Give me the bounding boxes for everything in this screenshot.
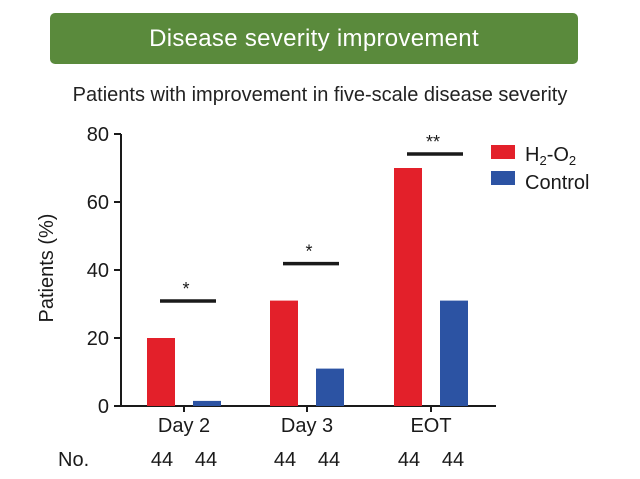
y-axis-label: Patients (%): [36, 214, 58, 323]
significance-label: **: [426, 132, 440, 152]
patient-counts: No. 44 44 44 44 44 44: [58, 449, 464, 471]
y-tick-label: 0: [98, 396, 109, 418]
y-tick-label: 80: [87, 124, 109, 146]
x-tick-label: EOT: [410, 415, 451, 437]
bar-control-day-3: [316, 368, 344, 406]
axes: 0 20 40 60 80: [87, 124, 496, 418]
y-tick-label: 20: [87, 328, 109, 350]
x-tick-label: Day 3: [281, 415, 333, 437]
banner-title: Disease severity improvement: [149, 24, 479, 52]
bar-h2o2-eot: [394, 168, 422, 406]
bar-control-day-2: [193, 400, 221, 406]
title-banner: Disease severity improvement: [50, 13, 578, 64]
legend-text: H: [525, 144, 539, 166]
legend-swatch-control: [491, 171, 515, 185]
count-control: 44: [442, 449, 464, 471]
significance-label: *: [182, 279, 189, 299]
y-tick-label: 40: [87, 260, 109, 282]
legend-label-h2o2: H2-O2: [525, 144, 576, 168]
legend-subscript: 2: [569, 153, 576, 168]
significance-markers: ****: [160, 132, 463, 303]
chart-title: Patients with improvement in five-scale …: [72, 84, 568, 106]
legend-subscript: 2: [539, 153, 546, 168]
bars: [147, 168, 468, 406]
legend-swatch-h2o2: [491, 145, 515, 159]
counts-label: No.: [58, 449, 89, 471]
count-h2o2: 44: [274, 449, 296, 471]
count-h2o2: 44: [398, 449, 420, 471]
x-tick-labels: Day 2 Day 3 EOT: [158, 415, 452, 437]
y-tick-label: 60: [87, 192, 109, 214]
x-tick-label: Day 2: [158, 415, 210, 437]
legend-text: -O: [547, 144, 569, 166]
legend-label-control: Control: [525, 172, 589, 194]
bar-control-eot: [440, 300, 468, 406]
bar-h2o2-day-3: [270, 300, 298, 406]
significance-label: *: [305, 242, 312, 262]
bar-h2o2-day-2: [147, 338, 175, 406]
count-control: 44: [195, 449, 217, 471]
count-h2o2: 44: [151, 449, 173, 471]
count-control: 44: [318, 449, 340, 471]
